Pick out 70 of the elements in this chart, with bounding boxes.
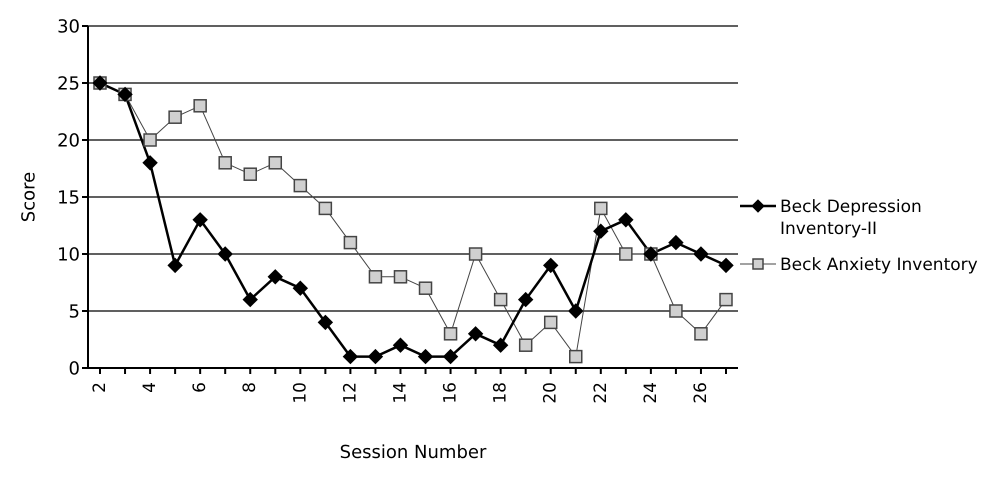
point — [618, 212, 634, 228]
point — [543, 258, 558, 273]
y-tick-label: 15 — [57, 187, 80, 208]
point — [218, 156, 232, 170]
x-tick-label: 6 — [190, 382, 210, 393]
point — [568, 304, 584, 318]
x-tick-label: 20 — [540, 382, 561, 404]
point — [569, 350, 583, 364]
point — [292, 280, 308, 296]
point — [594, 202, 608, 216]
x-tick-label: 18 — [490, 382, 511, 404]
point — [218, 246, 233, 262]
x-tick-label: 14 — [390, 382, 410, 404]
point — [693, 246, 708, 262]
point — [294, 178, 308, 192]
point — [418, 281, 432, 295]
x-tick-label: 16 — [440, 382, 461, 404]
point — [342, 349, 358, 364]
x-tick-label: 10 — [290, 382, 310, 404]
point — [242, 292, 258, 308]
x-tick-label: 2 — [90, 382, 110, 393]
point — [318, 202, 332, 216]
x-tick-label: 26 — [690, 382, 711, 404]
point — [719, 292, 733, 306]
y-tick-label: 30 — [57, 16, 80, 38]
point — [494, 292, 508, 306]
x-tick-label: 8 — [240, 382, 260, 393]
x-tick-label: 22 — [590, 382, 611, 404]
y-tick-label: 25 — [57, 73, 80, 94]
y-axis-title: Score — [18, 172, 40, 222]
point — [394, 270, 408, 284]
point — [368, 270, 382, 284]
point — [468, 326, 484, 342]
point — [444, 327, 458, 341]
point — [418, 349, 434, 364]
legend-label: Beck Anxiety Inventory — [780, 254, 978, 276]
x-tick-label: 24 — [640, 382, 661, 404]
point — [694, 327, 708, 341]
y-tick-label: 20 — [57, 130, 80, 152]
y-tick-label: 10 — [57, 244, 80, 266]
x-axis-title: Session Number — [340, 442, 487, 463]
point — [142, 155, 158, 170]
x-tick-label: 4 — [140, 382, 160, 393]
point — [392, 338, 408, 353]
point — [443, 349, 458, 364]
point — [518, 292, 534, 308]
legend-label: Beck Depression Inventory-II — [780, 196, 923, 240]
point — [193, 99, 207, 113]
point — [143, 133, 157, 147]
y-tick-label: 5 — [68, 301, 80, 322]
point — [593, 224, 608, 239]
point — [268, 269, 283, 284]
y-tick-label: 0 — [68, 358, 80, 380]
x-tick-label: 12 — [340, 382, 360, 404]
point — [192, 212, 208, 228]
point — [318, 314, 333, 330]
point — [544, 316, 558, 330]
point — [718, 258, 734, 273]
point — [344, 236, 358, 250]
point — [268, 156, 282, 170]
point — [493, 338, 508, 353]
point — [518, 338, 532, 352]
point — [468, 247, 482, 261]
point — [619, 247, 633, 261]
point — [243, 167, 257, 181]
point — [669, 304, 683, 318]
point — [168, 110, 182, 124]
point — [368, 349, 383, 364]
point — [168, 258, 183, 273]
point — [668, 235, 684, 250]
